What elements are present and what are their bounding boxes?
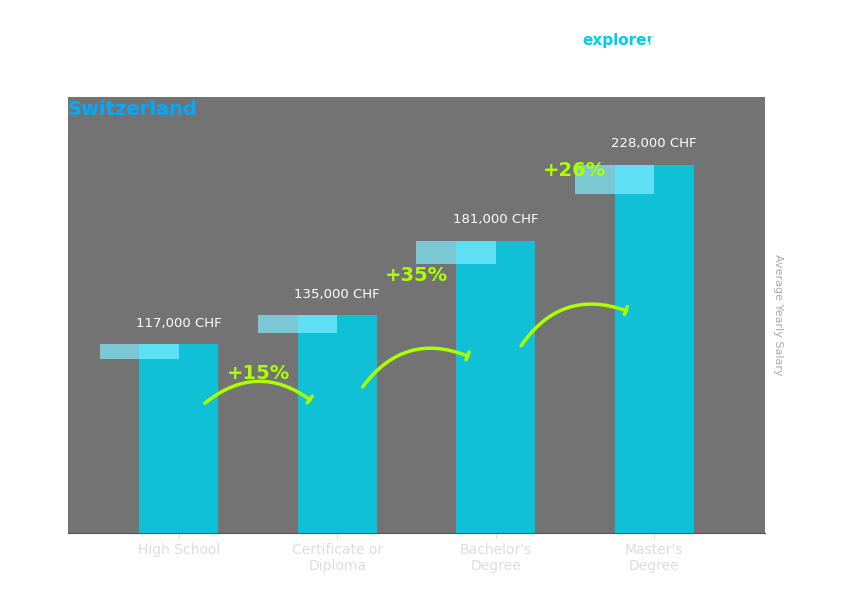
Bar	[416, 241, 496, 264]
Text: +35%: +35%	[385, 265, 448, 285]
Text: +26%: +26%	[543, 161, 607, 179]
Text: 117,000 CHF: 117,000 CHF	[136, 317, 222, 330]
Bar	[728, 42, 768, 55]
Text: 135,000 CHF: 135,000 CHF	[294, 288, 380, 301]
Bar	[258, 315, 337, 333]
Text: .com: .com	[644, 33, 685, 48]
Bar	[298, 315, 377, 533]
Bar	[139, 344, 218, 533]
Text: Switzerland: Switzerland	[68, 100, 198, 119]
Bar	[99, 344, 178, 359]
Bar	[741, 30, 755, 67]
Text: +15%: +15%	[226, 364, 290, 383]
Text: Average Yearly Salary: Average Yearly Salary	[773, 255, 783, 376]
Text: 181,000 CHF: 181,000 CHF	[453, 213, 538, 226]
Bar	[575, 165, 654, 195]
Text: salary: salary	[527, 33, 580, 48]
Text: 228,000 CHF: 228,000 CHF	[611, 138, 697, 150]
Bar	[456, 241, 536, 533]
Bar	[615, 165, 694, 533]
Text: Budget Analyst: Budget Analyst	[68, 76, 217, 95]
Text: explorer: explorer	[582, 33, 654, 48]
Text: Salary Comparison By Education: Salary Comparison By Education	[68, 42, 576, 70]
